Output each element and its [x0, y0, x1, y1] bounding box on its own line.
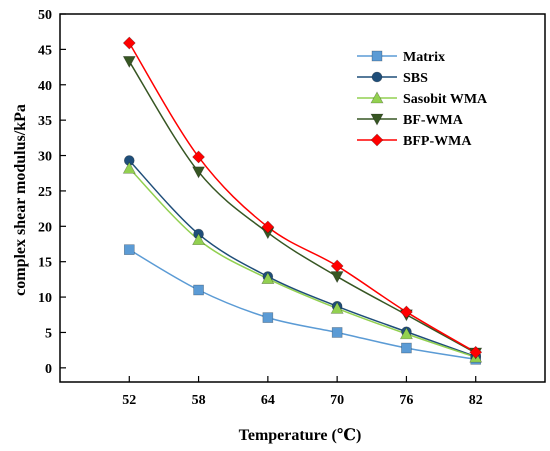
x-tick-label: 52	[122, 393, 136, 408]
data-point-sasobit-wma	[399, 327, 413, 340]
y-tick-label: 15	[38, 256, 52, 271]
data-point-matrix	[401, 342, 412, 354]
legend-marker-bfp-wma	[370, 133, 384, 147]
data-point-bf-wma	[330, 271, 344, 284]
x-tick-label: 58	[192, 393, 206, 408]
y-tick-label: 25	[38, 185, 52, 200]
legend-label-bf-wma: BF-WMA	[403, 113, 464, 128]
y-tick-label: 0	[45, 362, 52, 377]
data-point-sasobit-wma	[122, 161, 136, 174]
y-tick-label: 20	[38, 220, 52, 235]
legend-marker-sasobit-wma	[370, 91, 384, 104]
series-line-sbs	[128, 159, 476, 358]
legend-label-bfp-wma: BFP-WMA	[403, 134, 472, 149]
series-line-sasobit-wma	[128, 167, 476, 358]
legend-marker-bf-wma	[370, 113, 384, 126]
data-point-matrix	[331, 327, 343, 338]
series-line-matrix	[128, 249, 476, 361]
x-tick-label: 76	[399, 393, 413, 408]
data-point-bfp-wma	[400, 305, 413, 319]
data-point-bfp-wma	[192, 150, 205, 164]
legend: Matrix SBS Sasobit WMA BF-WMA BFP-WMA	[357, 50, 488, 149]
data-point-bf-wma	[192, 166, 206, 179]
data-point-bfp-wma	[122, 36, 136, 50]
x-tick-label: 82	[469, 393, 483, 408]
y-tick-label: 10	[38, 291, 52, 306]
axes: 0 5 10 15 20 25 30 35 40 45 50 52 58 64 70 76 82	[38, 8, 546, 408]
legend-label-sasobit-wma: Sasobit WMA	[403, 92, 488, 107]
series-markers	[122, 36, 483, 365]
y-tick-label: 5	[45, 326, 52, 341]
y-tick-label: 40	[38, 79, 52, 94]
data-point-sasobit-wma	[192, 233, 206, 246]
data-point-sasobit-wma	[261, 272, 275, 284]
series-lines	[128, 42, 477, 361]
x-tick-label: 64	[261, 393, 275, 408]
data-point-bfp-wma	[330, 259, 344, 273]
data-point-matrix	[123, 244, 135, 255]
series-line-bfp-wma	[128, 42, 477, 353]
data-point-bfp-wma	[469, 345, 483, 359]
data-point-bfp-wma	[261, 220, 275, 234]
x-tick-label: 70	[330, 393, 344, 408]
y-tick-label: 35	[38, 114, 52, 129]
data-point-sasobit-wma	[330, 301, 344, 314]
y-axis-title: complex shear modulus/kPa	[12, 104, 29, 296]
legend-marker-matrix	[371, 50, 383, 62]
data-point-bf-wma	[122, 56, 136, 69]
legend-marker-sbs	[371, 71, 383, 83]
legend-label-sbs: SBS	[403, 71, 428, 86]
y-tick-label: 30	[38, 150, 52, 165]
y-tick-label: 45	[38, 43, 52, 58]
y-tick-label: 50	[38, 8, 52, 23]
data-point-matrix	[193, 284, 204, 296]
legend-label-matrix: Matrix	[403, 50, 445, 65]
plot-frame	[59, 13, 546, 383]
data-point-matrix	[262, 312, 274, 323]
x-axis-title: Temperature (℃)	[239, 427, 362, 444]
